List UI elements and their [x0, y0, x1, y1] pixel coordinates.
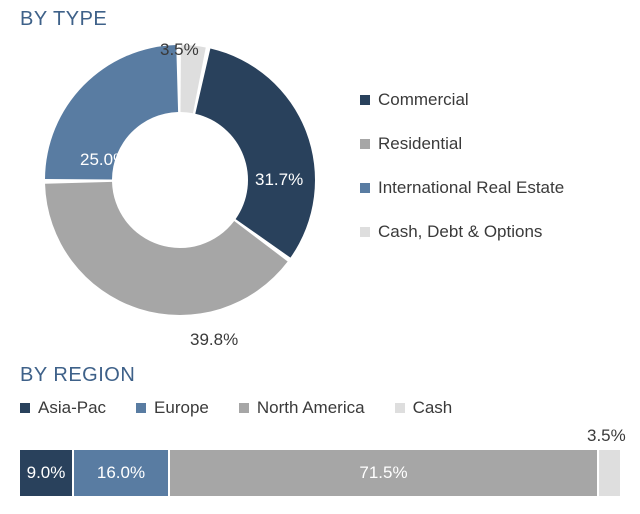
donut-slice [195, 48, 315, 257]
legend-item: Commercial [360, 90, 564, 110]
legend-label: North America [257, 398, 365, 418]
stacked-segment [599, 450, 620, 496]
donut-slice-label: 39.8% [190, 330, 238, 350]
donut-slice-label: 3.5% [160, 40, 199, 60]
legend-label: Commercial [378, 90, 469, 110]
legend-item: International Real Estate [360, 178, 564, 198]
stacked-segment: 9.0% [20, 450, 74, 496]
legend-label: Residential [378, 134, 462, 154]
by-region-stacked-bar: 9.0%16.0%71.5% [20, 450, 620, 496]
by-type-legend: Commercial Residential International Real … [360, 90, 564, 266]
legend-marker [20, 403, 30, 413]
by-type-donut: 31.7%39.8%25.0%3.5% [30, 30, 330, 330]
legend-label: Asia-Pac [38, 398, 106, 418]
legend-label: Cash, Debt & Options [378, 222, 542, 242]
stacked-segment-label: 3.5% [587, 426, 626, 446]
legend-marker [360, 183, 370, 193]
legend-marker [136, 403, 146, 413]
legend-marker [239, 403, 249, 413]
legend-marker [360, 95, 370, 105]
legend-label: International Real Estate [378, 178, 564, 198]
donut-slice-label: 31.7% [255, 170, 303, 190]
legend-marker [395, 403, 405, 413]
legend-marker [360, 227, 370, 237]
legend-item: Europe [136, 398, 209, 418]
legend-label: Europe [154, 398, 209, 418]
by-type-title: BY TYPE [20, 8, 107, 31]
legend-item: North America [239, 398, 365, 418]
stacked-segment: 71.5% [170, 450, 599, 496]
by-region-title: BY REGION [20, 364, 135, 387]
legend-marker [360, 139, 370, 149]
legend-label: Cash [413, 398, 453, 418]
donut-slice-label: 25.0% [80, 150, 128, 170]
legend-item: Residential [360, 134, 564, 154]
legend-item: Cash [395, 398, 453, 418]
legend-item: Cash, Debt & Options [360, 222, 564, 242]
legend-item: Asia-Pac [20, 398, 106, 418]
by-region-legend: Asia-Pac Europe North America Cash [20, 398, 452, 418]
stacked-segment: 16.0% [74, 450, 170, 496]
